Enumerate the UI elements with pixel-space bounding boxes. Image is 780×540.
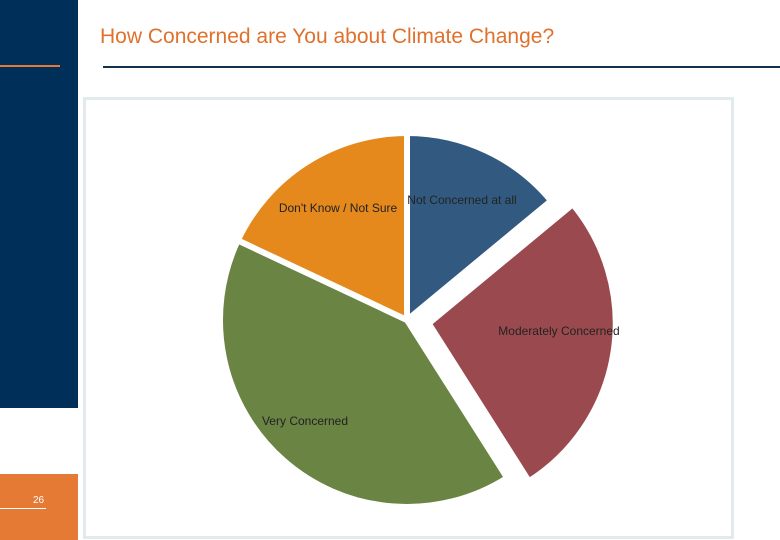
title-rule <box>103 66 780 68</box>
pie-slice-3 <box>233 129 410 325</box>
pie-slice-2 <box>217 236 512 510</box>
accent-line-bottom <box>0 508 46 509</box>
pie-slice-0 <box>404 129 556 327</box>
slice-label-3: Don't Know / Not Sure <box>279 201 398 215</box>
page-title: How Concerned are You about Climate Chan… <box>100 25 555 48</box>
left-sidebar-bar <box>0 0 78 408</box>
accent-line-top <box>0 65 60 67</box>
slice-label-0: Not Concerned at all <box>407 193 516 207</box>
page-number: 26 <box>33 495 45 506</box>
slice-label-1: Moderately Concerned <box>498 324 619 338</box>
pie-slice-1 <box>424 200 619 486</box>
left-footer-block <box>0 474 78 540</box>
slice-label-2: Very Concerned <box>262 414 348 428</box>
